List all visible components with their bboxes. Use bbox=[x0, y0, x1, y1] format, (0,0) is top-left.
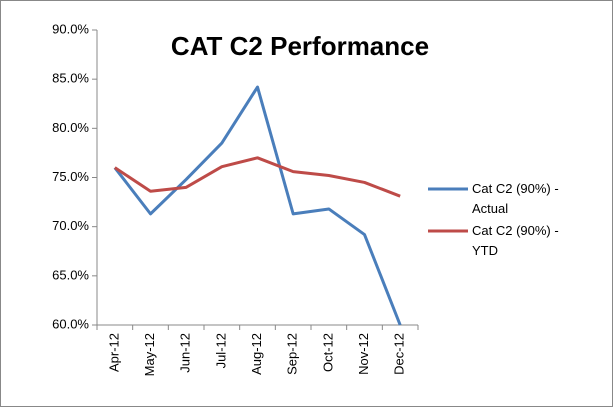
x-tick-label: Jun-12 bbox=[178, 333, 193, 373]
y-tick-label: 60.0% bbox=[52, 316, 89, 331]
x-tick-label: Sep-12 bbox=[285, 333, 300, 375]
y-tick-label: 70.0% bbox=[52, 218, 89, 233]
series-line bbox=[113, 85, 402, 326]
series-line bbox=[114, 156, 401, 198]
x-tick-label: Dec-12 bbox=[392, 333, 407, 375]
y-tick-label: 85.0% bbox=[52, 71, 89, 86]
x-tick-label: Aug-12 bbox=[249, 333, 264, 375]
chart-title: CAT C2 Performance bbox=[171, 31, 429, 61]
x-tick-label: Jul-12 bbox=[213, 333, 228, 368]
legend-label: Cat C2 (90%) - YTD bbox=[472, 223, 559, 258]
x-tick-label: Apr-12 bbox=[106, 333, 121, 372]
x-tick-label: May-12 bbox=[142, 333, 157, 376]
y-tick-label: 75.0% bbox=[52, 169, 89, 184]
y-tick-label: 65.0% bbox=[52, 267, 89, 282]
y-tick-label: 80.0% bbox=[52, 120, 89, 135]
y-tick-label: 90.0% bbox=[52, 21, 89, 36]
x-tick-label: Oct-12 bbox=[320, 333, 335, 372]
x-tick-label: Nov-12 bbox=[356, 333, 371, 375]
legend-label: Cat C2 (90%) - Actual bbox=[472, 181, 559, 216]
